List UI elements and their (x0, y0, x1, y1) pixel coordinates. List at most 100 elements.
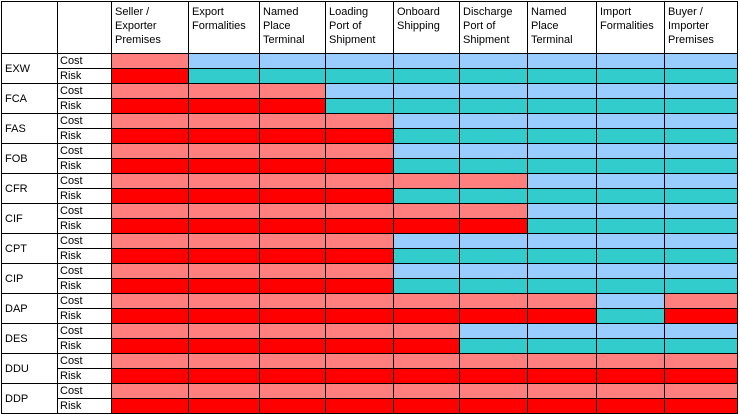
cost-cell-buyer (664, 173, 738, 189)
table-row-risk: Risk (2, 158, 738, 174)
risk-cell-seller (664, 368, 738, 384)
cost-cell-buyer (664, 113, 738, 129)
risk-label: Risk (57, 68, 112, 84)
cost-cell-seller (393, 323, 460, 339)
risk-cell-buyer (393, 188, 460, 204)
cost-cell-seller (325, 143, 394, 159)
cost-label: Cost (57, 143, 112, 159)
risk-cell-seller (325, 308, 394, 324)
cost-cell-seller (188, 383, 260, 399)
cost-cell-seller (325, 323, 394, 339)
risk-cell-seller (188, 398, 260, 414)
cost-label: Cost (57, 53, 112, 69)
cost-cell-buyer (393, 113, 460, 129)
risk-cell-buyer (527, 98, 597, 114)
cost-cell-buyer (596, 53, 665, 69)
cost-label: Cost (57, 203, 112, 219)
incoterm-label: CPT (1, 233, 58, 264)
risk-cell-seller (111, 278, 189, 294)
risk-cell-buyer (527, 188, 597, 204)
cost-cell-buyer (596, 113, 665, 129)
cost-cell-seller (188, 143, 260, 159)
risk-cell-buyer (527, 338, 597, 354)
cost-cell-buyer (325, 53, 394, 69)
stage-header-buyer-premises: Buyer / Importer Premises (664, 1, 738, 54)
stage-header-import-formalities: Import Formalities (596, 1, 665, 54)
risk-label: Risk (57, 98, 112, 114)
cost-label: Cost (57, 293, 112, 309)
cost-label: Cost (57, 353, 112, 369)
risk-label: Risk (57, 188, 112, 204)
table-row-cost: CFR Cost (1, 173, 738, 204)
cost-cell-buyer (664, 323, 738, 339)
cost-cell-seller (111, 83, 189, 99)
cost-cell-seller (596, 353, 665, 369)
cost-cell-buyer (664, 263, 738, 279)
risk-cell-seller (111, 308, 189, 324)
risk-cell-seller (596, 368, 665, 384)
risk-cell-seller (188, 368, 260, 384)
risk-cell-seller (325, 368, 394, 384)
risk-cell-buyer (459, 248, 528, 264)
cost-cell-seller (111, 113, 189, 129)
cost-cell-buyer (259, 53, 326, 69)
risk-cell-seller (259, 248, 326, 264)
risk-cell-seller (259, 308, 326, 324)
risk-cell-seller (259, 398, 326, 414)
cost-cell-seller (111, 323, 189, 339)
incoterm-label: DDU (1, 353, 58, 384)
risk-cell-buyer (596, 248, 665, 264)
risk-cell-buyer (664, 338, 738, 354)
incoterm-label: CFR (1, 173, 58, 204)
incoterm-label: FCA (1, 83, 58, 114)
risk-cell-seller (188, 158, 260, 174)
cost-cell-seller (188, 203, 260, 219)
cost-cell-seller (527, 293, 597, 309)
risk-cell-seller (188, 278, 260, 294)
cost-cell-seller (393, 353, 460, 369)
risk-cell-seller (459, 368, 528, 384)
risk-cell-buyer (325, 68, 394, 84)
table-row-cost: EXW Cost (1, 53, 738, 84)
cost-cell-seller (188, 173, 260, 189)
table-row-risk: Risk (2, 368, 738, 384)
risk-cell-seller (259, 128, 326, 144)
risk-cell-buyer (393, 248, 460, 264)
risk-cell-buyer (527, 278, 597, 294)
cost-cell-buyer (527, 233, 597, 249)
risk-cell-seller (325, 398, 394, 414)
risk-cell-buyer (459, 128, 528, 144)
risk-cell-buyer (596, 68, 665, 84)
risk-cell-seller (259, 278, 326, 294)
risk-cell-seller (188, 338, 260, 354)
cost-cell-seller (325, 263, 394, 279)
risk-cell-buyer (393, 128, 460, 144)
risk-cell-buyer (393, 98, 460, 114)
risk-cell-seller (527, 368, 597, 384)
table-row-cost: CIP Cost (1, 263, 738, 294)
cost-cell-buyer (664, 143, 738, 159)
risk-cell-buyer (596, 338, 665, 354)
risk-cell-buyer (664, 158, 738, 174)
cost-cell-seller (393, 203, 460, 219)
cost-cell-seller (188, 353, 260, 369)
risk-cell-seller (111, 218, 189, 234)
risk-cell-seller (664, 398, 738, 414)
incoterm-label: CIP (1, 263, 58, 294)
cost-cell-buyer (527, 143, 597, 159)
risk-cell-seller (664, 308, 738, 324)
cost-cell-buyer (664, 83, 738, 99)
cost-cell-buyer (527, 83, 597, 99)
risk-cell-seller (188, 218, 260, 234)
risk-cell-seller (111, 68, 189, 84)
cost-cell-buyer (459, 263, 528, 279)
risk-cell-seller (325, 218, 394, 234)
risk-cell-buyer (259, 68, 326, 84)
cost-cell-seller (325, 353, 394, 369)
cost-cell-buyer (393, 263, 460, 279)
cost-cell-seller (527, 353, 597, 369)
stage-header-named-place-terminal-destination: Named Place Terminal (527, 1, 597, 54)
risk-cell-buyer (596, 98, 665, 114)
table-row-cost: FCA Cost (1, 83, 738, 114)
risk-label: Risk (57, 128, 112, 144)
